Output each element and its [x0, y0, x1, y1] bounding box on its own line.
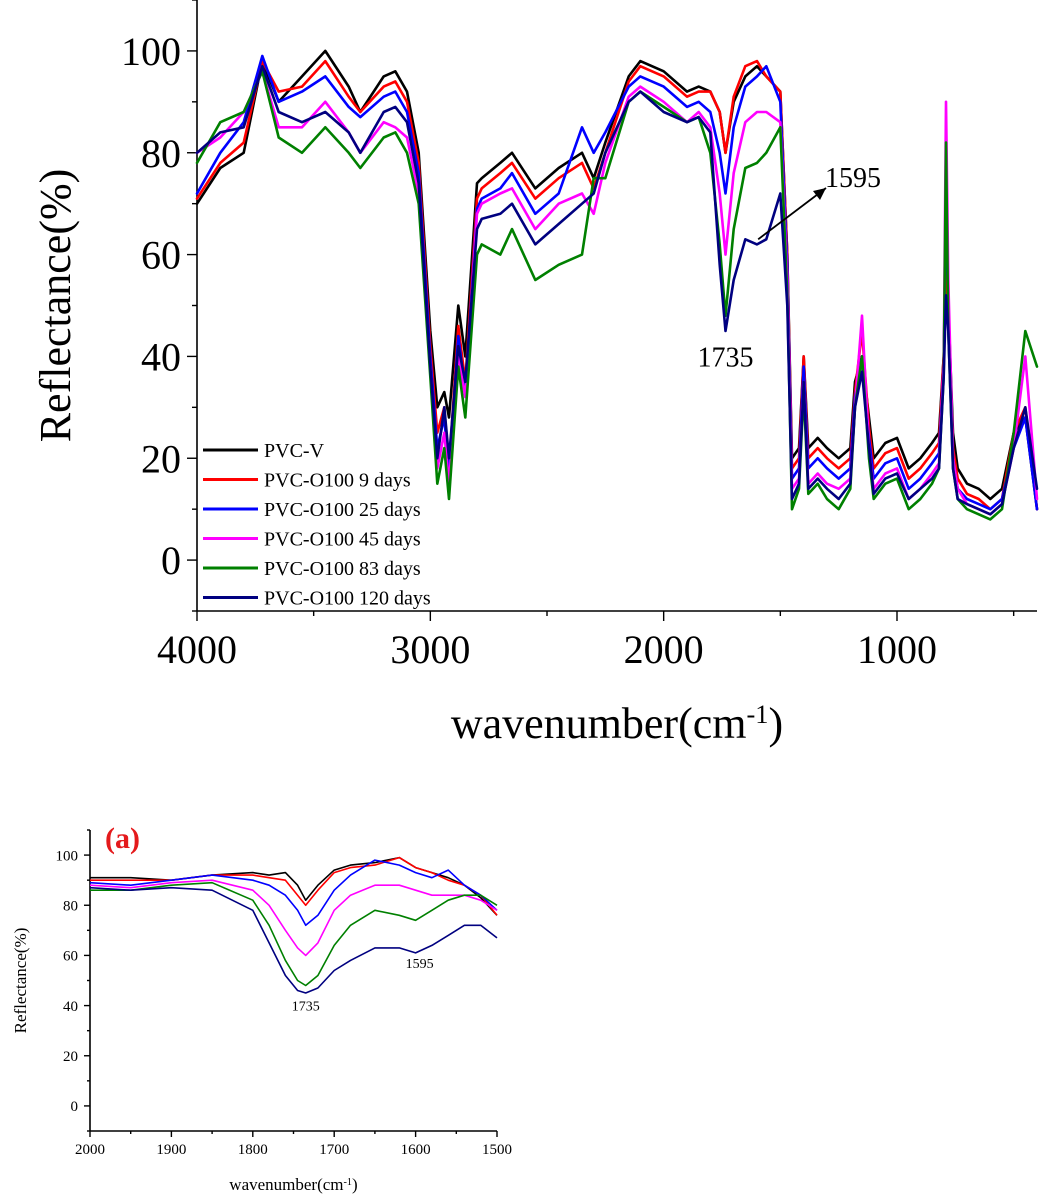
inset-x-tick-label: 1600	[401, 1142, 431, 1158]
main-y-axis-title: Reflectance(%)	[31, 169, 80, 443]
main-x-tick-label: 4000	[157, 627, 237, 672]
main-y-tick-label: 20	[141, 436, 181, 481]
main-chart: 0 20 40 60 80 100 4000 3000 2000 1000 wavenumber(c…	[31, 0, 1039, 748]
legend-label: PVC-O100 9 days	[264, 470, 411, 492]
inset-y-tick-label: 0	[71, 1099, 79, 1115]
legend-label: PVC-O100 25 days	[264, 499, 421, 521]
main-x-axis-title: wavenumber(cm-1)	[451, 699, 783, 748]
inset-y-tick-label: 80	[63, 899, 78, 915]
legend-label: PVC-O100 83 days	[264, 558, 421, 580]
inset-y-tick-label: 100	[56, 848, 79, 864]
inset-chart: 0 20 40 60 80 100 2000 1900 1800 1700 1600 1500 wave…	[11, 822, 512, 1194]
inset-x-axis-title: wavenumber(cm-1)	[229, 1175, 357, 1194]
annotation-1595-arrowhead	[813, 188, 826, 200]
inset-x-tick-label: 1800	[238, 1142, 268, 1158]
annotation-1735: 1735	[698, 343, 754, 374]
inset-y-tick-label: 40	[63, 999, 78, 1015]
legend-label: PVC-O100 120 days	[264, 588, 431, 610]
inset-series-line	[90, 856, 498, 916]
inset-annotation-1735: 1735	[292, 1000, 320, 1015]
main-y-tick-label: 80	[141, 131, 181, 176]
legend-label: PVC-V	[264, 440, 325, 462]
main-x-tick-label: 2000	[624, 627, 704, 672]
main-x-tick-label: 1000	[857, 627, 937, 672]
main-y-tick-label: 40	[141, 334, 181, 379]
inset-series-line	[89, 886, 498, 994]
panel-label-a: (a)	[105, 822, 140, 855]
inset-x-tick-label: 2000	[75, 1142, 105, 1158]
annotation-1595-arrow	[757, 187, 827, 241]
inset-series-line	[89, 879, 498, 957]
inset-y-tick-label: 60	[63, 949, 78, 965]
inset-series-line	[90, 856, 498, 916]
inset-x-tick-label: 1700	[319, 1142, 349, 1158]
main-series-line	[195, 64, 1039, 516]
legend-label: PVC-O100 45 days	[264, 529, 421, 551]
inset-series-line	[90, 881, 498, 987]
main-y-tick-label: 100	[121, 29, 181, 74]
inset-series-line	[89, 859, 498, 927]
inset-annotation-1595: 1595	[406, 957, 434, 972]
inset-x-tick-label: 1900	[156, 1142, 186, 1158]
main-y-tick-label: 60	[141, 233, 181, 278]
main-x-tick-label: 3000	[390, 627, 470, 672]
main-y-tick-label: 0	[161, 538, 181, 583]
inset-y-axis-title: Reflectance(%)	[11, 928, 30, 1034]
annotation-1595: 1595	[825, 163, 881, 194]
inset-x-tick-label: 1500	[482, 1142, 512, 1158]
inset-y-tick-label: 20	[63, 1049, 78, 1065]
